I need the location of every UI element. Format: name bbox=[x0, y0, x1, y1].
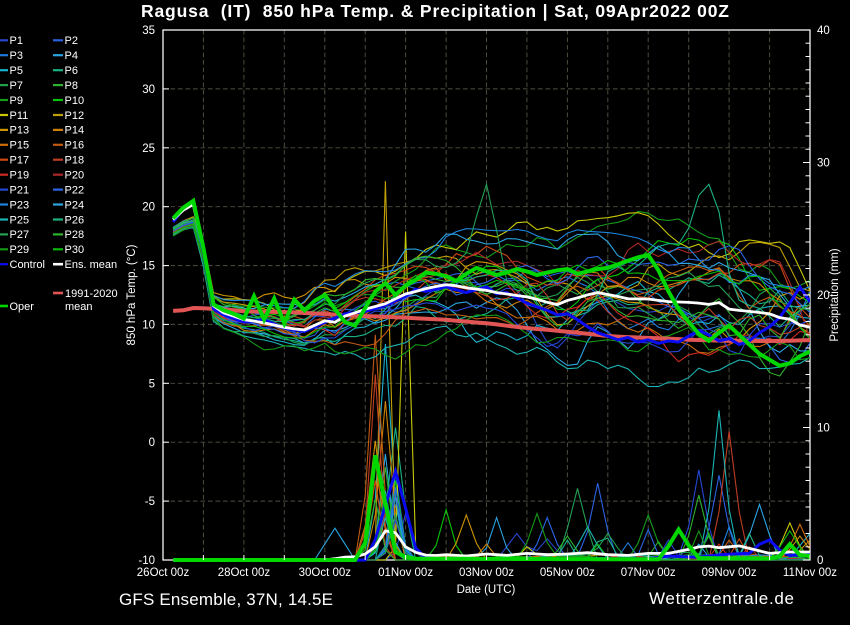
svg-text:P11: P11 bbox=[10, 110, 29, 122]
svg-text:P12: P12 bbox=[65, 110, 85, 122]
svg-text:1991-2020: 1991-2020 bbox=[65, 288, 118, 300]
svg-text:P5: P5 bbox=[10, 65, 23, 77]
svg-text:P29: P29 bbox=[10, 244, 30, 256]
svg-text:P25: P25 bbox=[10, 214, 30, 226]
svg-text:P23: P23 bbox=[10, 199, 30, 211]
svg-text:P20: P20 bbox=[65, 170, 85, 182]
svg-text:35: 35 bbox=[142, 25, 155, 37]
svg-text:30: 30 bbox=[817, 158, 830, 170]
svg-text:P15: P15 bbox=[10, 140, 30, 152]
svg-text:P17: P17 bbox=[10, 155, 30, 167]
svg-text:10: 10 bbox=[817, 423, 830, 435]
svg-text:P8: P8 bbox=[65, 80, 78, 92]
svg-text:P28: P28 bbox=[65, 229, 85, 241]
svg-text:11Nov 00z: 11Nov 00z bbox=[783, 567, 837, 579]
svg-text:P27: P27 bbox=[10, 229, 30, 241]
svg-text:20: 20 bbox=[817, 290, 830, 302]
svg-text:Precipitation (mm): Precipitation (mm) bbox=[829, 248, 841, 341]
svg-text:0: 0 bbox=[817, 555, 823, 567]
svg-text:P9: P9 bbox=[10, 95, 23, 107]
svg-text:5: 5 bbox=[149, 378, 155, 390]
svg-text:09Nov 00z: 09Nov 00z bbox=[702, 567, 757, 579]
svg-text:28Oct 00z: 28Oct 00z bbox=[218, 567, 271, 579]
svg-text:26Oct 00z: 26Oct 00z bbox=[137, 567, 190, 579]
svg-text:P22: P22 bbox=[65, 184, 85, 196]
svg-text:mean: mean bbox=[65, 301, 93, 313]
svg-text:03Nov 00z: 03Nov 00z bbox=[459, 567, 514, 579]
svg-text:P30: P30 bbox=[65, 244, 85, 256]
svg-text:Oper: Oper bbox=[10, 301, 35, 313]
svg-text:20: 20 bbox=[142, 202, 155, 214]
svg-text:30: 30 bbox=[142, 84, 155, 96]
svg-text:05Nov 00z: 05Nov 00z bbox=[540, 567, 595, 579]
svg-text:Date (UTC): Date (UTC) bbox=[457, 584, 516, 596]
svg-text:P21: P21 bbox=[10, 184, 30, 196]
svg-text:GFS Ensemble, 37N, 14.5E: GFS Ensemble, 37N, 14.5E bbox=[119, 590, 333, 609]
svg-text:-10: -10 bbox=[138, 555, 155, 567]
svg-text:P26: P26 bbox=[65, 214, 85, 226]
svg-text:15: 15 bbox=[142, 261, 155, 273]
svg-text:25: 25 bbox=[142, 143, 155, 155]
svg-text:P4: P4 bbox=[65, 50, 78, 62]
svg-text:P14: P14 bbox=[65, 125, 85, 137]
svg-text:P6: P6 bbox=[65, 65, 78, 77]
svg-text:Wetterzentrale.de: Wetterzentrale.de bbox=[649, 589, 794, 608]
svg-text:Ens. mean: Ens. mean bbox=[65, 259, 118, 271]
svg-text:P10: P10 bbox=[65, 95, 85, 107]
svg-text:850 hPa Temp. (°C): 850 hPa Temp. (°C) bbox=[126, 244, 138, 345]
svg-text:P7: P7 bbox=[10, 80, 23, 92]
svg-text:40: 40 bbox=[817, 25, 830, 37]
svg-text:P3: P3 bbox=[10, 50, 23, 62]
svg-text:P24: P24 bbox=[65, 199, 85, 211]
svg-text:Control: Control bbox=[10, 259, 45, 271]
svg-text:30Oct 00z: 30Oct 00z bbox=[299, 567, 352, 579]
svg-text:07Nov 00z: 07Nov 00z bbox=[621, 567, 676, 579]
svg-text:Ragusa (IT) 850 hPa Temp. &: Ragusa (IT) 850 hPa Temp. & Precipitatio… bbox=[141, 1, 729, 21]
svg-text:P18: P18 bbox=[65, 155, 85, 167]
svg-text:P1: P1 bbox=[10, 35, 23, 47]
svg-text:P2: P2 bbox=[65, 35, 78, 47]
svg-text:01Nov 00z: 01Nov 00z bbox=[378, 567, 433, 579]
svg-text:10: 10 bbox=[142, 319, 155, 331]
svg-text:0: 0 bbox=[149, 437, 155, 449]
svg-text:-5: -5 bbox=[145, 496, 155, 508]
svg-text:P13: P13 bbox=[10, 125, 30, 137]
svg-text:P16: P16 bbox=[65, 140, 85, 152]
svg-text:P19: P19 bbox=[10, 170, 30, 182]
